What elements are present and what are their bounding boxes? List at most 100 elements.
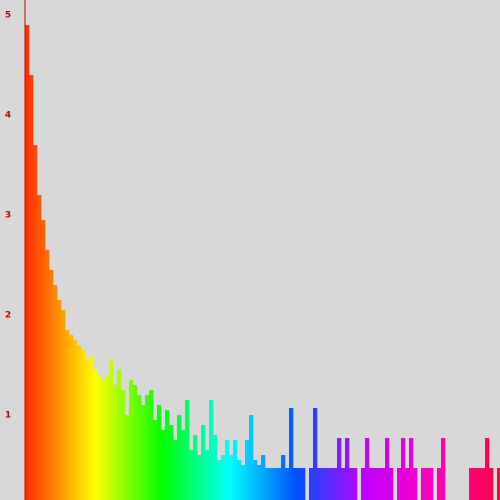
bar [401, 438, 406, 500]
bar [209, 400, 214, 500]
bar [109, 360, 114, 500]
bar [313, 408, 318, 500]
bar [389, 468, 394, 500]
bar [265, 468, 270, 500]
bar [69, 335, 74, 500]
bar [485, 438, 490, 500]
bar [237, 460, 242, 500]
bar [325, 468, 330, 500]
bar [369, 468, 374, 500]
bar [277, 468, 282, 500]
bar [337, 438, 342, 500]
bar [161, 430, 166, 500]
bar [473, 468, 478, 500]
bar [149, 390, 154, 500]
bar [405, 468, 410, 500]
bar [93, 370, 98, 500]
bar [105, 375, 110, 500]
bar [365, 438, 370, 500]
bar [441, 438, 446, 500]
bar [317, 468, 322, 500]
bar [253, 460, 258, 500]
bar [385, 438, 390, 500]
bar [289, 408, 294, 500]
bar [169, 425, 174, 500]
bar [201, 425, 206, 500]
bar [421, 468, 426, 500]
bar [129, 380, 134, 500]
bar [153, 420, 158, 500]
bar [217, 460, 222, 500]
bar [353, 468, 358, 500]
bar [157, 405, 162, 500]
bar [197, 455, 202, 500]
bar [281, 455, 286, 500]
bar [497, 468, 500, 500]
bar [25, 25, 30, 500]
bar [189, 450, 194, 500]
bar [329, 468, 334, 500]
bar [293, 468, 298, 500]
bar [89, 355, 94, 500]
bar [61, 310, 66, 500]
bar [117, 370, 122, 500]
y-tick-label: 5 [5, 11, 11, 21]
bar [165, 410, 170, 500]
bar [297, 468, 302, 500]
bar [373, 468, 378, 500]
bar [81, 350, 86, 500]
bar [233, 440, 238, 500]
bar [181, 430, 186, 500]
bar [53, 285, 58, 500]
bar [285, 468, 290, 500]
bar [413, 468, 418, 500]
bar [409, 438, 414, 500]
bar [225, 440, 230, 500]
bar [241, 465, 246, 500]
bar [113, 385, 118, 500]
bar [249, 415, 254, 500]
bar [73, 340, 78, 500]
bar [429, 468, 434, 500]
bar [65, 330, 70, 500]
bar [333, 468, 338, 500]
bar [437, 468, 442, 500]
bar [173, 440, 178, 500]
y-tick-label: 3 [5, 211, 11, 221]
bar [193, 435, 198, 500]
bar [57, 300, 62, 500]
bar [177, 415, 182, 500]
bar [205, 450, 210, 500]
bar [141, 405, 146, 500]
bar [185, 400, 190, 500]
bar [481, 468, 486, 500]
bar [41, 220, 46, 500]
bar [45, 250, 50, 500]
bar [309, 468, 314, 500]
bar [125, 415, 130, 500]
bar [77, 345, 82, 500]
bar [245, 440, 250, 500]
bar [397, 468, 402, 500]
y-tick-label: 4 [5, 111, 11, 121]
bar [229, 455, 234, 500]
bar [469, 468, 474, 500]
bar [361, 468, 366, 500]
bar [85, 360, 90, 500]
bar [121, 390, 126, 500]
bar [133, 385, 138, 500]
bar [97, 375, 102, 500]
bar [345, 438, 350, 500]
bar [33, 145, 38, 500]
bar [213, 435, 218, 500]
bar [261, 455, 266, 500]
bar [257, 465, 262, 500]
bar [37, 195, 42, 500]
bar [425, 468, 430, 500]
bar [273, 468, 278, 500]
bar [49, 270, 54, 500]
bar [377, 468, 382, 500]
bar [269, 468, 274, 500]
bar [489, 468, 494, 500]
